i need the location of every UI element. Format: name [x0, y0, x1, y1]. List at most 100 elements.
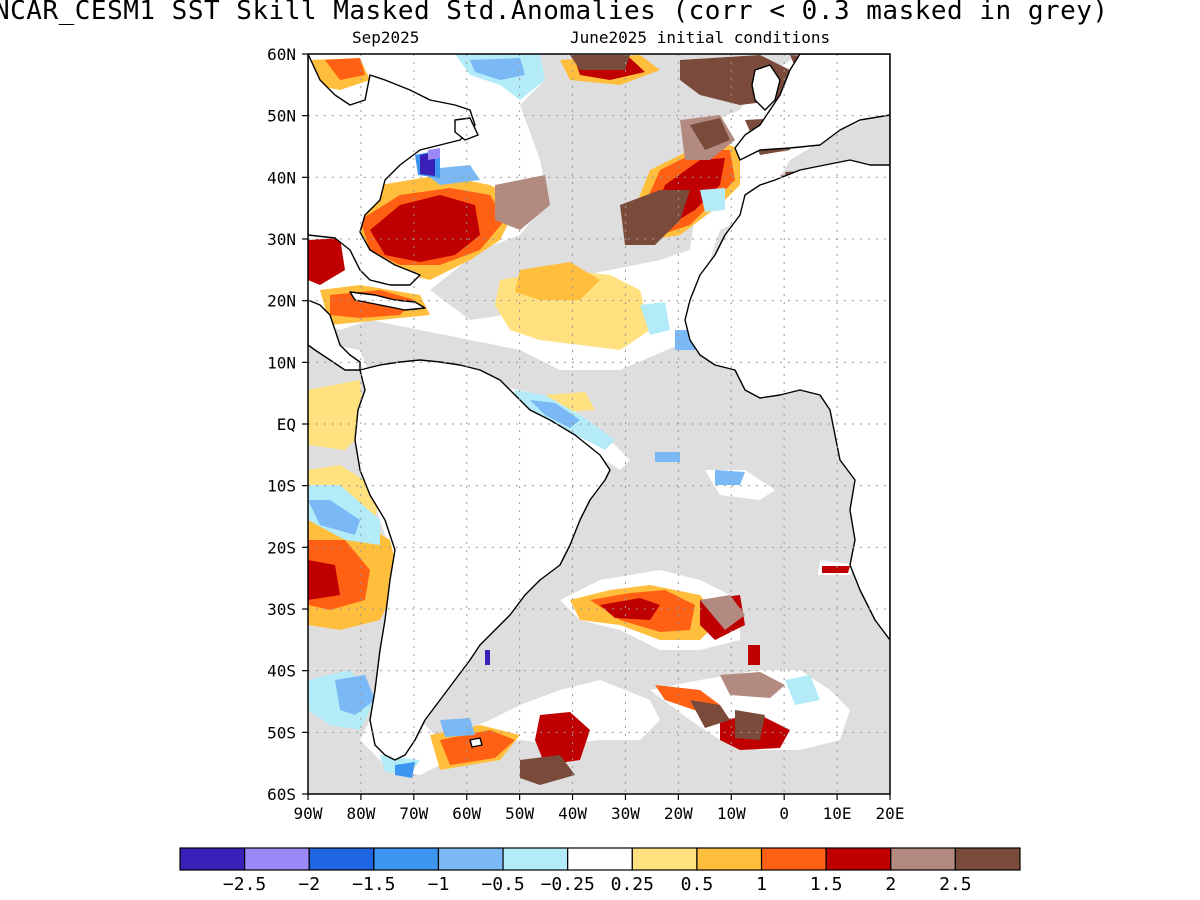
anomaly-patch [440, 730, 515, 765]
anomaly-patch [570, 55, 630, 70]
longitude-label: 0 [779, 804, 789, 823]
newfoundland [454, 117, 479, 141]
color-bar-label: −1 [428, 874, 450, 895]
longitude-label: 30W [611, 804, 640, 823]
longitude-label: 60W [452, 804, 481, 823]
forecast-month: Sep2025 [352, 28, 420, 47]
anomaly-patch [535, 712, 590, 765]
longitude-label: 50W [505, 804, 534, 823]
anomaly-patch [785, 675, 820, 705]
latitude-label: EQ [277, 415, 296, 434]
anomaly-patch [822, 566, 850, 573]
north-america-land [308, 54, 476, 286]
color-bar-label: 1 [756, 874, 767, 895]
caribbean-islands [349, 291, 426, 311]
color-bar [179, 847, 1021, 871]
longitude-label: 10E [823, 804, 852, 823]
color-bar-label: 2.5 [939, 874, 972, 895]
color-bar-label: −2 [298, 874, 320, 895]
anomaly-patch [335, 675, 375, 715]
latitude-label: 60S [267, 785, 296, 804]
africa-land [684, 54, 890, 641]
gridlines [308, 54, 890, 794]
color-bar-swatch [825, 847, 892, 871]
anomaly-patch [370, 195, 480, 262]
latitude-label: 20S [267, 538, 296, 557]
anomaly-patch [485, 650, 490, 665]
latitude-label: 10N [267, 353, 296, 372]
anomaly-patch [470, 58, 525, 80]
longitude-label: 80W [346, 804, 375, 823]
latitude-label: 50N [267, 107, 296, 126]
color-bar-swatch [244, 847, 310, 871]
anomaly-patch [515, 262, 600, 300]
color-bar-swatch [308, 847, 375, 871]
color-bar-label: 0.5 [681, 874, 714, 895]
central-america-land [308, 299, 361, 371]
color-bar-label: −0.5 [481, 874, 524, 895]
anomaly-patch [440, 718, 475, 737]
anomaly-patch [308, 238, 345, 285]
europe-land [734, 54, 890, 161]
latitude-label: 30N [267, 230, 296, 249]
latitude-axis: 60N 50N 40N 30N 20N 10N EQ 10S 20S 30S 40S 50S 60S [267, 45, 308, 804]
color-bar-swatch [954, 847, 1021, 871]
latitude-label: 50S [267, 723, 296, 742]
longitude-label: 20E [876, 804, 905, 823]
color-bar-swatch [890, 847, 956, 871]
longitude-label: 20W [664, 804, 693, 823]
anomaly-patch [395, 762, 415, 778]
anomaly-patch [325, 58, 365, 80]
color-bar-swatch [437, 847, 504, 871]
color-bar-swatch [567, 847, 633, 871]
longitude-label: 90W [294, 804, 323, 823]
color-bar-label: −2.5 [223, 874, 266, 895]
anomaly-patch [308, 560, 340, 600]
longitude-label: 40W [558, 804, 587, 823]
longitude-label: 10W [717, 804, 746, 823]
color-bar-swatch [760, 847, 827, 871]
longitude-label: 70W [399, 804, 428, 823]
longitude-axis: 90W 80W 70W 60W 50W 40W 30W 20W 10W 0 10E 20E [294, 794, 905, 823]
latitude-label: 20N [267, 292, 296, 311]
latitude-label: 60N [267, 45, 296, 64]
color-bar-swatch [179, 847, 246, 871]
latitude-label: 30S [267, 600, 296, 619]
anomaly-patch [520, 755, 575, 785]
color-bar-label: −1.5 [352, 874, 395, 895]
anomaly-patch [530, 400, 580, 428]
anomaly-patch [308, 340, 660, 775]
anomaly-patch [620, 190, 690, 245]
map-title: NCAR_CESM1 SST Skill Masked Std.Anomalie… [0, 0, 1109, 26]
color-bar-label: 1.5 [810, 874, 843, 895]
anomaly-patch [748, 645, 760, 665]
anomaly-patch [690, 118, 730, 150]
anomaly-patch [735, 710, 765, 740]
british-isles [751, 64, 781, 111]
anomaly-patch [308, 500, 360, 535]
anomaly-patch [308, 380, 365, 450]
south-america-land [354, 359, 611, 761]
latitude-label: 40S [267, 662, 296, 681]
color-bar-swatch [631, 847, 698, 871]
color-bar-labels: −2.5 −2 −1.5 −1 −0.5 −0.25 0.25 0.5 1 1.5 2 2.5 [223, 874, 972, 895]
falkland-islands [469, 737, 483, 748]
anomaly-patch [715, 470, 745, 485]
color-bar-swatch [696, 847, 763, 871]
color-bar-swatch [373, 847, 440, 871]
color-bar-label: 0.25 [611, 874, 654, 895]
anomaly-patch [690, 700, 730, 728]
color-bar-swatch [502, 847, 569, 871]
anomaly-patch [428, 148, 440, 160]
anomaly-patch [655, 452, 680, 462]
anomaly-patch [495, 175, 550, 230]
color-bar-label: 2 [885, 874, 896, 895]
color-bar-label: −0.25 [541, 874, 595, 895]
initial-conditions: June2025 initial conditions [570, 28, 831, 47]
anomaly-patch [640, 302, 670, 335]
anomaly-patch [700, 188, 725, 212]
latitude-label: 40N [267, 168, 296, 187]
land-masses [308, 54, 890, 761]
anomaly-patch [720, 672, 785, 698]
